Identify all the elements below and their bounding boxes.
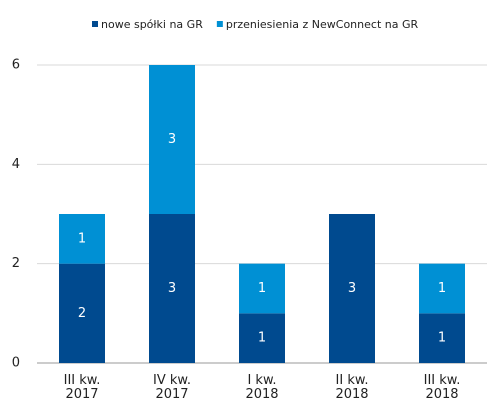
y-tick-label: 2 (12, 256, 20, 271)
x-tick-label: III kw. 2017 (63, 373, 101, 402)
legend-swatch (92, 21, 98, 27)
data-label: 1 (438, 331, 446, 346)
x-tick-label: IV kw. 2017 (153, 373, 191, 402)
bar-segment (59, 214, 105, 264)
bar-segment (419, 313, 465, 363)
data-label: 1 (258, 281, 266, 296)
data-label: 1 (78, 231, 86, 246)
bar-segment (149, 65, 195, 214)
bar-segment (239, 263, 285, 314)
legend-swatch (216, 21, 223, 27)
bar-segment (59, 263, 105, 363)
x-tick-label: II kw. 2018 (335, 373, 369, 402)
y-tick-label: 4 (12, 157, 20, 172)
bar-segment (329, 214, 375, 363)
y-tick-label: 0 (12, 356, 20, 371)
bar-segment (419, 263, 465, 314)
bar-segment (239, 313, 285, 363)
legend-label: nowe spółki na GR (101, 18, 203, 31)
data-label: 3 (168, 281, 176, 296)
data-label: 1 (258, 331, 266, 346)
data-label: 3 (168, 132, 176, 147)
x-tick-label: I kw. 2018 (245, 373, 279, 402)
legend-label: przeniesienia z NewConnect na GR (226, 18, 419, 31)
y-tick-label: 6 (12, 58, 20, 73)
data-label: 3 (348, 281, 356, 296)
data-label: 2 (78, 306, 86, 321)
x-tick-label: III kw. 2018 (423, 373, 461, 402)
bar-segment (149, 214, 195, 363)
data-label: 1 (438, 281, 446, 296)
